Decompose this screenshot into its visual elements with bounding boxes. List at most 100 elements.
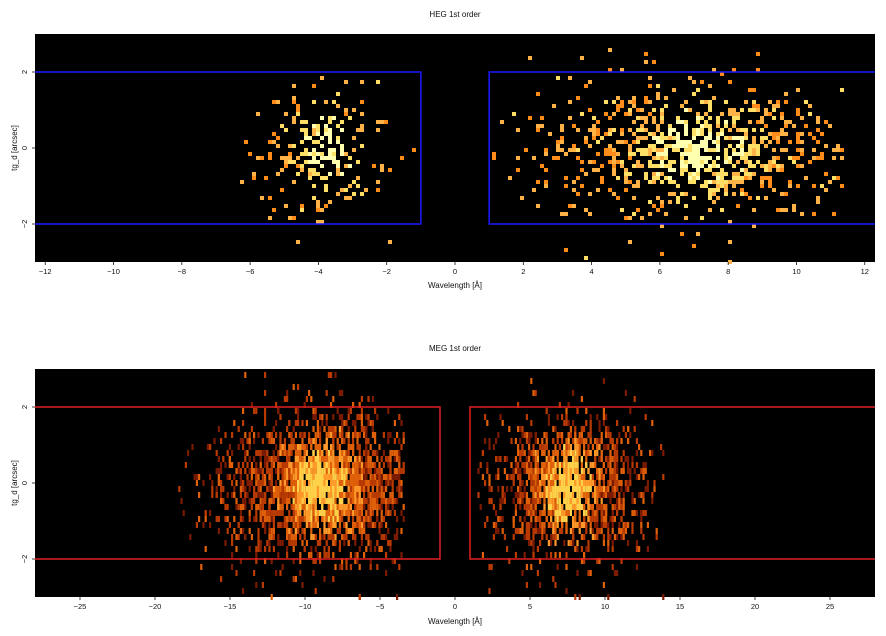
meg-event-pixel (374, 432, 377, 438)
meg-event-pixel (264, 474, 267, 480)
heg-event-pixel (568, 116, 572, 120)
heg-event-pixel (624, 216, 628, 220)
meg-event-pixel (321, 468, 324, 474)
heg-event-pixel (560, 124, 564, 128)
meg-event-pixel (611, 564, 614, 570)
meg-event-pixel (349, 552, 352, 558)
meg-event-pixel (552, 534, 555, 540)
meg-event-pixel (532, 480, 535, 486)
meg-event-pixel (259, 504, 262, 510)
meg-event-pixel (393, 498, 396, 504)
heg-event-pixel (712, 148, 716, 152)
meg-event-pixel (572, 534, 575, 540)
heg-event-pixel (760, 184, 764, 188)
meg-event-pixel (347, 516, 350, 522)
meg-event-pixel (277, 492, 280, 498)
meg-event-pixel (272, 510, 275, 516)
meg-event-pixel (492, 504, 495, 510)
heg-event-pixel (796, 112, 800, 116)
meg-event-pixel (631, 492, 634, 498)
meg-event-pixel (578, 594, 581, 600)
heg-event-pixel (588, 144, 592, 148)
meg-event-pixel (387, 456, 390, 462)
heg-event-pixel (332, 148, 336, 152)
meg-event-pixel (334, 432, 337, 438)
meg-event-pixel (525, 534, 528, 540)
meg-event-pixel (600, 474, 603, 480)
heg-event-pixel (684, 148, 688, 152)
heg-event-pixel (552, 104, 556, 108)
meg-event-pixel (312, 570, 315, 576)
heg-event-pixel (604, 132, 608, 136)
heg-event-pixel (736, 176, 740, 180)
heg-event-pixel (744, 192, 748, 196)
heg-event-pixel (816, 120, 820, 124)
meg-event-pixel (253, 408, 256, 414)
meg-event-pixel (583, 516, 586, 522)
meg-event-pixel (292, 546, 295, 552)
heg-event-pixel (336, 172, 340, 176)
meg-event-pixel (310, 438, 313, 444)
meg-event-pixel (385, 504, 388, 510)
meg-event-pixel (275, 444, 278, 450)
meg-event-pixel (380, 510, 383, 516)
meg-event-pixel (334, 516, 337, 522)
meg-event-pixel (578, 510, 581, 516)
meg-event-pixel (360, 510, 363, 516)
meg-event-pixel (629, 408, 632, 414)
meg-event-pixel (497, 468, 500, 474)
meg-event-pixel (270, 594, 273, 600)
meg-event-pixel (567, 402, 570, 408)
meg-event-pixel (257, 528, 260, 534)
meg-event-pixel (314, 408, 317, 414)
meg-event-pixel (398, 468, 401, 474)
meg-event-pixel (253, 570, 256, 576)
heg-event-pixel (648, 148, 652, 152)
meg-event-pixel (310, 546, 313, 552)
heg-event-pixel (556, 144, 560, 148)
meg-event-pixel (235, 534, 238, 540)
meg-event-pixel (600, 468, 603, 474)
meg-event-pixel (497, 474, 500, 480)
meg-event-pixel (587, 540, 590, 546)
heg-event-pixel (400, 156, 404, 160)
meg-event-pixel (624, 486, 627, 492)
meg-event-pixel (561, 510, 564, 516)
meg-event-pixel (530, 420, 533, 426)
meg-event-pixel (338, 522, 341, 528)
heg-event-pixel (260, 156, 264, 160)
meg-event-pixel (620, 516, 623, 522)
meg-event-pixel (580, 492, 583, 498)
meg-event-pixel (574, 486, 577, 492)
meg-event-pixel (624, 432, 627, 438)
meg-event-pixel (387, 408, 390, 414)
heg-event-pixel (300, 140, 304, 144)
heg-event-pixel (648, 164, 652, 168)
meg-event-pixel (314, 510, 317, 516)
meg-event-pixel (356, 510, 359, 516)
meg-event-pixel (299, 492, 302, 498)
meg-event-pixel (534, 432, 537, 438)
heg-event-pixel (772, 116, 776, 120)
meg-event-pixel (336, 486, 339, 492)
meg-event-pixel (607, 594, 610, 600)
meg-event-pixel (393, 450, 396, 456)
meg-event-pixel (398, 438, 401, 444)
meg-event-pixel (554, 492, 557, 498)
meg-event-pixel (261, 450, 264, 456)
heg-event-pixel (672, 160, 676, 164)
meg-event-pixel (354, 456, 357, 462)
meg-event-pixel (539, 558, 542, 564)
meg-event-pixel (338, 486, 341, 492)
meg-event-pixel (233, 486, 236, 492)
meg-event-pixel (338, 450, 341, 456)
heg-event-pixel (716, 140, 720, 144)
meg-event-pixel (387, 498, 390, 504)
heg-event-pixel (564, 184, 568, 188)
meg-event-pixel (565, 474, 568, 480)
meg-event-pixel (569, 474, 572, 480)
heg-event-pixel (740, 144, 744, 148)
meg-event-pixel (402, 438, 405, 444)
meg-event-pixel (609, 474, 612, 480)
heg-event-pixel (688, 108, 692, 112)
